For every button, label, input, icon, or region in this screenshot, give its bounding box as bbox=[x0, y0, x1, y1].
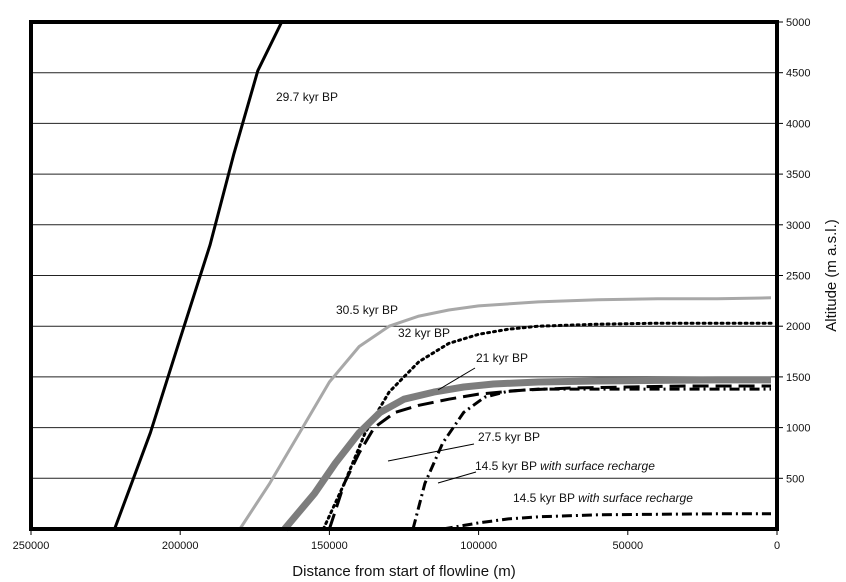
x-axis-title: Distance from start of flowline (m) bbox=[292, 563, 515, 580]
x-tick-label: 200000 bbox=[162, 540, 199, 552]
annotation-leader-lines bbox=[387, 367, 477, 484]
y-axis-ticks: 500 1000 1500 2000 2500 3000 3500 4000 4500 5000 bbox=[777, 17, 810, 485]
annotation-label: 14.5 kyr BP bbox=[513, 491, 578, 505]
series-annotation: 32 kyr BP bbox=[398, 326, 450, 340]
series-line-6 bbox=[442, 512, 771, 531]
series-line-4 bbox=[327, 384, 771, 530]
y-tick-label: 500 bbox=[786, 473, 804, 485]
series-line-1 bbox=[238, 296, 772, 530]
annotation-suffix: with surface recharge bbox=[578, 491, 693, 505]
y-tick-label: 1500 bbox=[786, 372, 810, 384]
annotation-label: 30.5 kyr BP bbox=[336, 303, 398, 317]
series-lines bbox=[113, 21, 773, 532]
y-tick-label: 4500 bbox=[786, 68, 810, 80]
annotation-label: 21 kyr BP bbox=[476, 351, 528, 365]
series-line-5 bbox=[411, 387, 771, 530]
y-axis-title: Altitude (m a.s.l.) bbox=[823, 219, 840, 332]
annotation-leader bbox=[437, 471, 477, 484]
annotation-leader bbox=[437, 367, 476, 391]
series-line-2 bbox=[321, 321, 773, 531]
annotation-suffix: with surface recharge bbox=[540, 459, 655, 473]
series-line-3 bbox=[281, 376, 771, 532]
annotation-label: 14.5 kyr BP bbox=[475, 459, 540, 473]
x-tick-label: 50000 bbox=[613, 540, 644, 552]
series-annotation: 29.7 kyr BP bbox=[276, 90, 338, 104]
y-tick-label: 3500 bbox=[786, 169, 810, 181]
annotation-leader bbox=[387, 443, 475, 462]
y-tick-label: 2000 bbox=[786, 321, 810, 333]
series-annotation: 14.5 kyr BP with surface recharge bbox=[475, 459, 655, 473]
x-tick-label: 150000 bbox=[311, 540, 348, 552]
series-line-0 bbox=[113, 21, 284, 530]
y-tick-label: 5000 bbox=[786, 17, 810, 29]
y-tick-label: 2500 bbox=[786, 271, 810, 283]
annotation-label: 32 kyr BP bbox=[398, 326, 450, 340]
x-axis-ticks: 250000 200000 150000 100000 50000 0 bbox=[13, 529, 780, 552]
series-annotation: 21 kyr BP bbox=[476, 351, 528, 365]
series-annotation: 14.5 kyr BP with surface recharge bbox=[513, 491, 693, 505]
x-tick-label: 100000 bbox=[460, 540, 497, 552]
x-tick-label: 0 bbox=[774, 540, 780, 552]
grid-lines bbox=[31, 72, 777, 479]
y-tick-label: 4000 bbox=[786, 118, 810, 130]
annotation-label: 29.7 kyr BP bbox=[276, 90, 338, 104]
series-annotation: 27.5 kyr BP bbox=[478, 430, 540, 444]
series-annotation: 30.5 kyr BP bbox=[336, 303, 398, 317]
y-tick-label: 1000 bbox=[786, 423, 810, 435]
annotation-label: 27.5 kyr BP bbox=[478, 430, 540, 444]
x-tick-label: 250000 bbox=[13, 540, 50, 552]
y-tick-label: 3000 bbox=[786, 220, 810, 232]
